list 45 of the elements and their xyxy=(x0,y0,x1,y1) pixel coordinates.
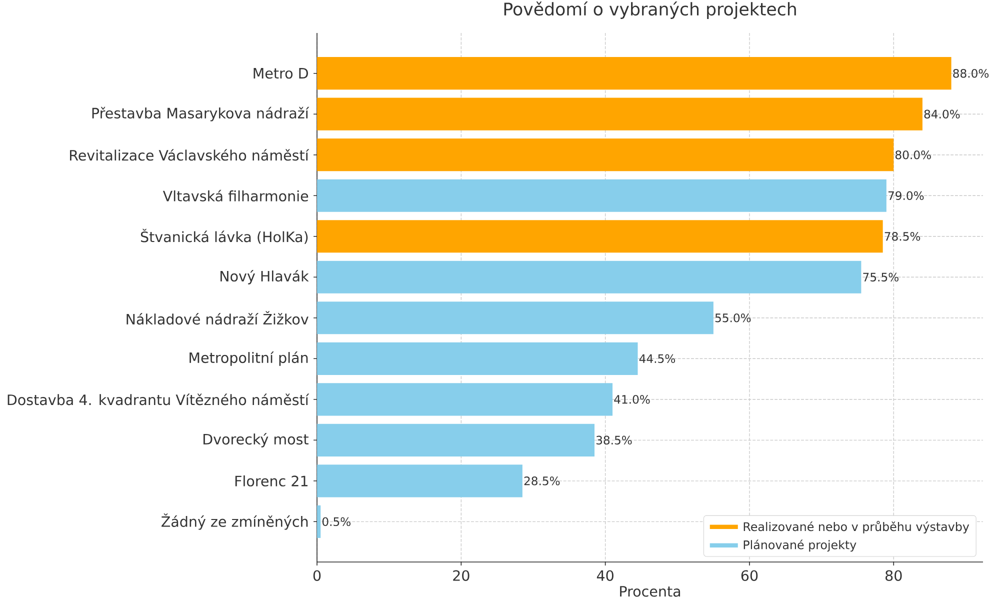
x-tick-label: 20 xyxy=(453,570,470,581)
y-tick-label: Dostavba 4. kvadrantu Vítězného náměstí xyxy=(8,394,310,406)
data-label: 55.0% xyxy=(715,313,751,322)
x-tick-label: 60 xyxy=(741,570,758,581)
bar xyxy=(317,383,613,416)
data-label: 88.0% xyxy=(953,68,989,78)
legend-label: Plánované projekty xyxy=(744,540,856,552)
bar xyxy=(317,342,638,375)
data-label: 0.5% xyxy=(322,517,351,526)
data-label: 38.5% xyxy=(596,436,632,445)
data-label: 80.0% xyxy=(895,150,931,160)
bar xyxy=(317,505,321,538)
y-tick-label: Metro D xyxy=(254,68,308,79)
bar xyxy=(317,424,595,456)
bar xyxy=(317,179,886,212)
y-tick-label: Dvorecký most xyxy=(204,432,308,448)
bar xyxy=(317,220,883,253)
y-tick-label: Žádný ze zmíněných xyxy=(162,514,308,530)
y-tick-label: Přestavba Masarykova nádraží xyxy=(92,106,310,122)
x-tick-label: 80 xyxy=(886,570,902,581)
bar xyxy=(317,464,522,498)
chart-title: Povědomí o vybraných projektech xyxy=(504,1,796,19)
y-tick-label: Florenc 21 xyxy=(235,475,308,486)
data-label: 75.5% xyxy=(863,272,898,282)
y-tick-label: Revitalizace Václavského náměstí xyxy=(70,149,310,161)
bar xyxy=(317,302,714,334)
bar xyxy=(317,260,862,294)
bar xyxy=(317,98,922,130)
data-label: 44.5% xyxy=(639,354,676,364)
bar xyxy=(317,138,894,172)
y-tick-label: Metropolitní plán xyxy=(190,351,308,366)
bar xyxy=(317,57,952,90)
data-label: 28.5% xyxy=(524,476,560,486)
x-tick-label: 40 xyxy=(596,570,614,581)
data-label: 79.0% xyxy=(888,191,924,200)
data-label: 41.0% xyxy=(614,395,650,404)
y-tick-label: Štvanická lávka (HolKa) xyxy=(140,228,308,244)
y-tick-label: Nový Hlavák xyxy=(220,270,309,284)
legend-label: Realizované nebo v průběhu výstavby xyxy=(744,520,970,534)
x-tick-label: 0 xyxy=(313,570,321,581)
x-axis-title: Procenta xyxy=(620,586,680,597)
y-tick-label: Vltavská filharmonie xyxy=(162,190,308,202)
data-label: 84.0% xyxy=(924,110,960,118)
data-label: 78.5% xyxy=(884,232,920,241)
y-tick-label: Nákladové nádraží Žižkov xyxy=(126,311,308,325)
